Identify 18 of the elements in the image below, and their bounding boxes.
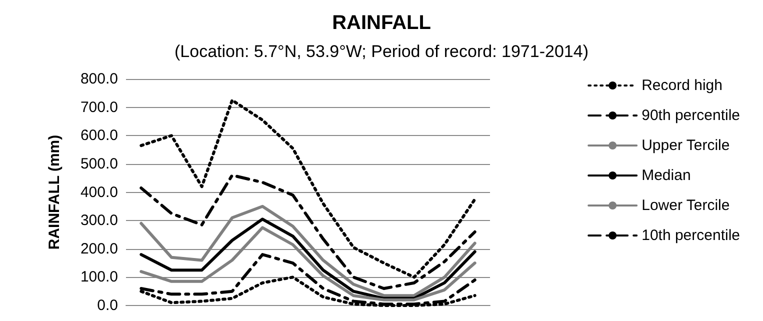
y-tick-label: 400.0 [80, 184, 118, 201]
y-tick-label: 100.0 [80, 268, 118, 286]
legend-label: 90th percentile [642, 107, 740, 124]
legend-label: Record high [642, 77, 722, 94]
y-tick-label: 0.0 [97, 297, 118, 314]
chart-subtitle: (Location: 5.7°N, 53.9°W; Period of record: 1971-2014) [174, 42, 588, 61]
y-tick-label: 600.0 [80, 127, 118, 144]
legend-label: 10th percentile [642, 227, 740, 244]
y-tick-label: 700.0 [80, 98, 118, 116]
y-tick-label: 300.0 [80, 212, 118, 230]
y-tick-label: 800.0 [80, 70, 118, 88]
y-axis-title: RAINFALL (mm) [46, 134, 63, 250]
y-tick-label: 200.0 [80, 240, 118, 258]
legend-label: Upper Tercile [642, 137, 730, 154]
y-tick-label: 500.0 [80, 155, 118, 172]
legend-label: Median [642, 167, 691, 184]
legend-label: Lower Tercile [642, 197, 730, 214]
chart-title: RAINFALL [332, 12, 431, 34]
